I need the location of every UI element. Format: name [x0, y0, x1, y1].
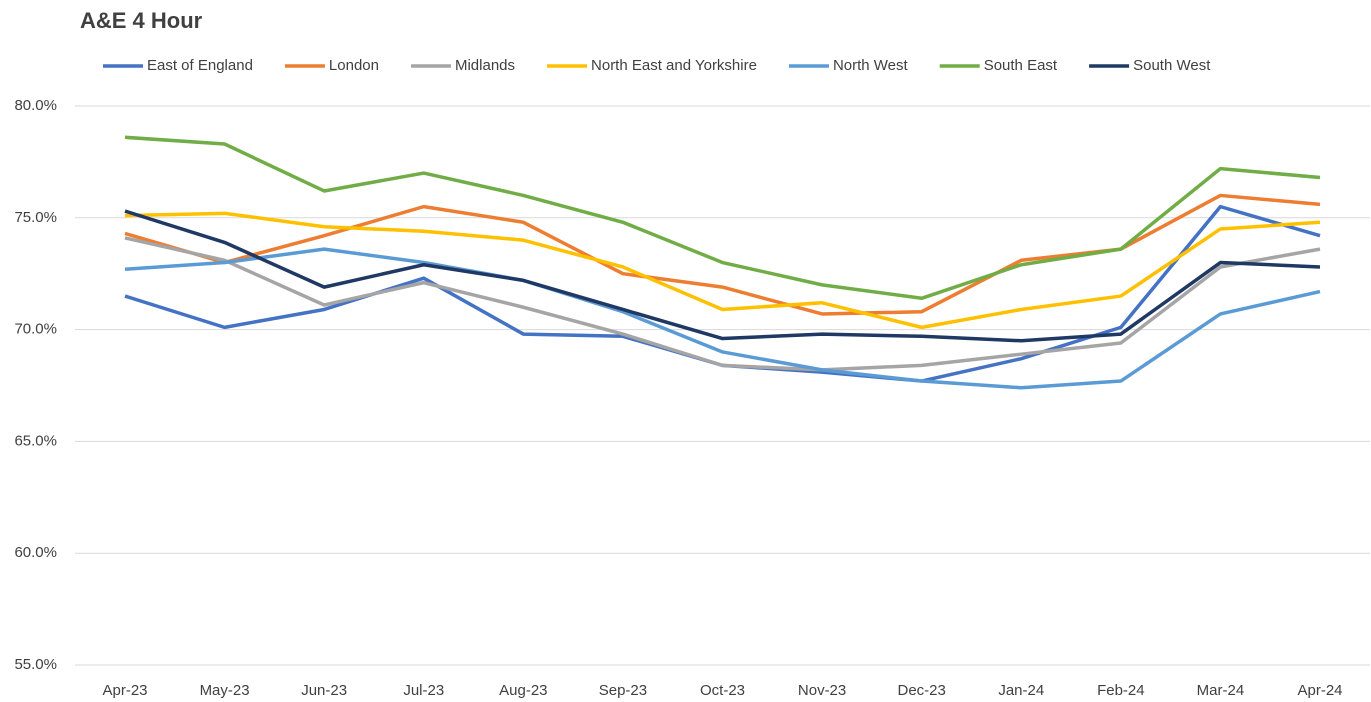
y-tick-label: 80.0% — [14, 97, 57, 114]
x-tick-label: Dec-23 — [897, 682, 945, 699]
series-line — [124, 236, 1321, 372]
x-tick-label: Jan-24 — [998, 682, 1044, 699]
x-tick-label: Apr-23 — [102, 682, 147, 699]
y-tick-label: 55.0% — [14, 656, 57, 673]
y-tick-label: 75.0% — [14, 209, 57, 226]
series-line — [124, 211, 1321, 330]
x-tick-label: Nov-23 — [798, 682, 846, 699]
legend-label: East of England — [147, 57, 253, 74]
chart-title: A&E 4 Hour — [80, 8, 203, 33]
legend-label: North East and Yorkshire — [591, 57, 757, 74]
x-tick-label: Oct-23 — [700, 682, 745, 699]
x-tick-label: May-23 — [200, 682, 250, 699]
x-tick-label: Aug-23 — [499, 682, 547, 699]
y-tick-label: 70.0% — [14, 321, 57, 338]
series-line — [124, 209, 1321, 343]
x-tick-label: Jul-23 — [403, 682, 444, 699]
legend-label: North West — [833, 57, 909, 74]
legend-label: Midlands — [455, 57, 515, 74]
x-tick-label: Feb-24 — [1097, 682, 1145, 699]
x-tick-label: Apr-24 — [1297, 682, 1342, 699]
legend-label: South West — [1133, 57, 1211, 74]
x-tick-label: Sep-23 — [599, 682, 647, 699]
x-tick-label: Jun-23 — [301, 682, 347, 699]
y-tick-label: 60.0% — [14, 544, 57, 561]
x-tick-label: Mar-24 — [1197, 682, 1245, 699]
legend-label: South East — [984, 57, 1058, 74]
series-line — [124, 135, 1321, 301]
y-tick-label: 65.0% — [14, 432, 57, 449]
series-line — [124, 247, 1321, 390]
legend-label: London — [329, 57, 379, 74]
